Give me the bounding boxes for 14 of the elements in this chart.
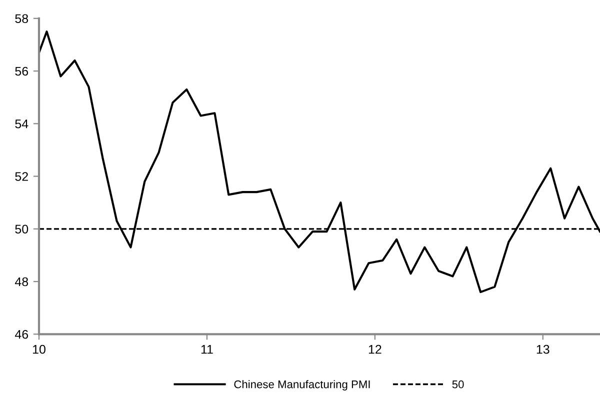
y-tick-label: 56 [15, 66, 28, 76]
y-tick-label: 58 [15, 14, 28, 24]
y-tick-label: 48 [14, 277, 28, 286]
legend-label: 50 [452, 380, 464, 388]
x-tick-label: 11 [201, 345, 213, 354]
x-tick-label: 12 [368, 344, 382, 354]
x-tick-label: 13 [536, 344, 550, 354]
y-tick-label: 50 [15, 224, 28, 234]
y-tick-label: 46 [14, 330, 28, 339]
y-tick-label: 54 [15, 120, 28, 128]
x-tick-label: 10 [33, 344, 46, 354]
y-tick-label: 52 [15, 172, 28, 181]
line-series [39, 30, 600, 294]
legend-label: Chinese Manufacturing PMI [234, 380, 370, 390]
